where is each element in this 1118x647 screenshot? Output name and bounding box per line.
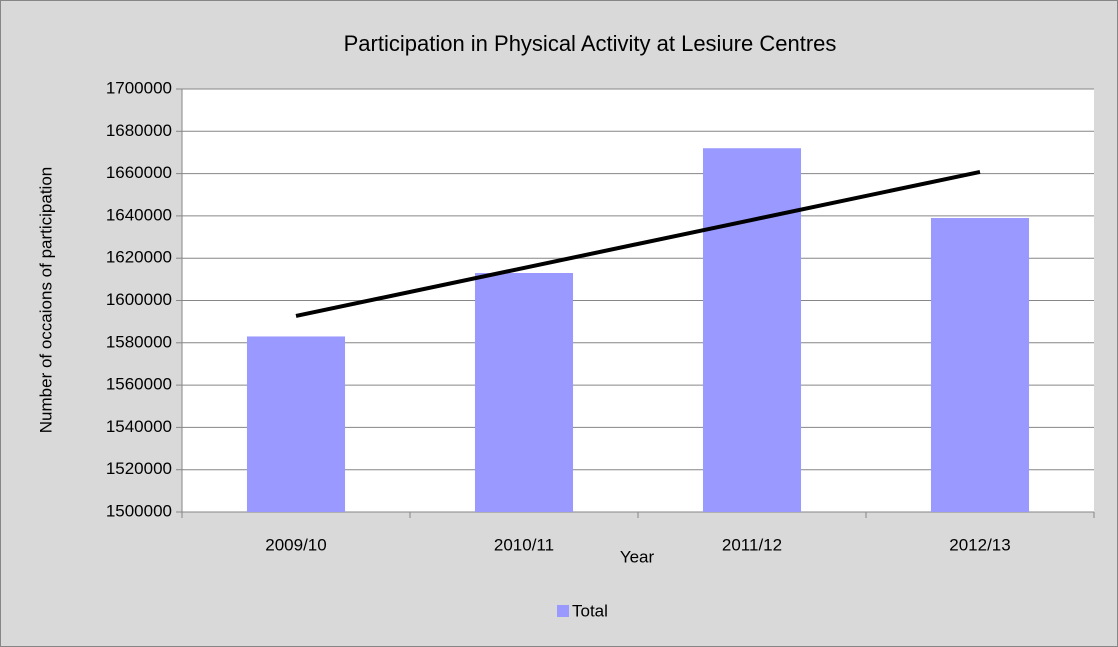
y-tick-label: 1520000 [106,459,172,478]
y-tick-label: 1500000 [106,501,172,520]
x-tick-label: 2011/12 [722,535,782,554]
x-tick-label: 2009/10 [265,535,326,554]
bar [930,218,1030,512]
y-tick-label: 1640000 [106,205,172,224]
y-tick-label: 1600000 [106,290,172,309]
x-tick-label: 2010/11 [494,535,554,554]
y-tick-label: 1700000 [106,78,172,97]
chart-title: Participation in Physical Activity at Le… [344,31,837,56]
bar [246,336,346,512]
x-tick-label: 2012/13 [949,535,1010,554]
y-tick-label: 1680000 [106,121,172,140]
legend-label: Total [572,601,608,620]
y-tick-label: 1560000 [106,375,172,394]
y-tick-label: 1580000 [106,332,172,351]
y-tick-label: 1620000 [106,248,172,267]
legend-swatch [557,605,569,617]
bar [474,273,574,512]
y-tick-label: 1540000 [106,417,172,436]
bar [702,148,802,512]
y-axis-label: Number of occaions of participation [36,167,55,433]
x-axis-label: Year [620,547,655,566]
trendline [295,169,981,318]
y-tick-label: 1660000 [106,163,172,182]
